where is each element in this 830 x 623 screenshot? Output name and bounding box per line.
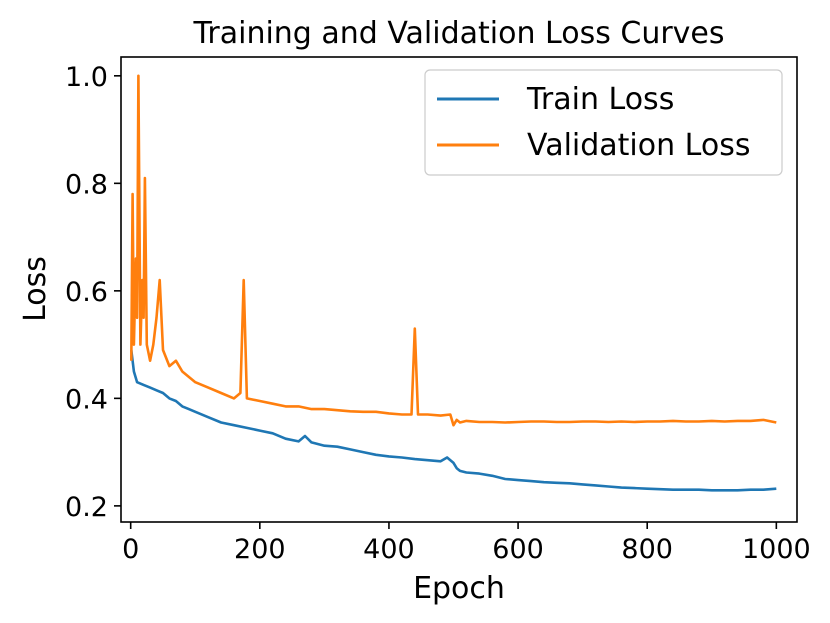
legend-label-train-loss: Train Loss xyxy=(526,82,674,117)
x-tick-label: 200 xyxy=(234,534,286,565)
x-tick-label: 0 xyxy=(122,534,139,565)
x-axis-label: Epoch xyxy=(413,571,505,606)
y-tick-label: 1.0 xyxy=(65,62,108,93)
y-tick-label: 0.4 xyxy=(65,384,108,415)
x-tick-label: 800 xyxy=(621,534,673,565)
y-axis-label: Loss xyxy=(18,256,53,322)
series-line-validation-loss xyxy=(130,74,777,427)
y-tick-label: 0.2 xyxy=(65,492,108,523)
y-tick-label: 0.6 xyxy=(65,277,108,308)
legend: Train Loss Validation Loss xyxy=(424,69,783,176)
plot-frame xyxy=(120,56,798,523)
y-tick-label: 0.8 xyxy=(65,169,108,200)
series-line-train-loss xyxy=(130,349,777,492)
x-tick-label: 1000 xyxy=(742,534,811,565)
legend-box xyxy=(424,69,783,176)
x-tick-label: 600 xyxy=(492,534,544,565)
chart-title: Training and Validation Loss Curves xyxy=(192,16,724,51)
legend-label-validation-loss: Validation Loss xyxy=(527,128,750,163)
x-tick-label: 400 xyxy=(363,534,415,565)
